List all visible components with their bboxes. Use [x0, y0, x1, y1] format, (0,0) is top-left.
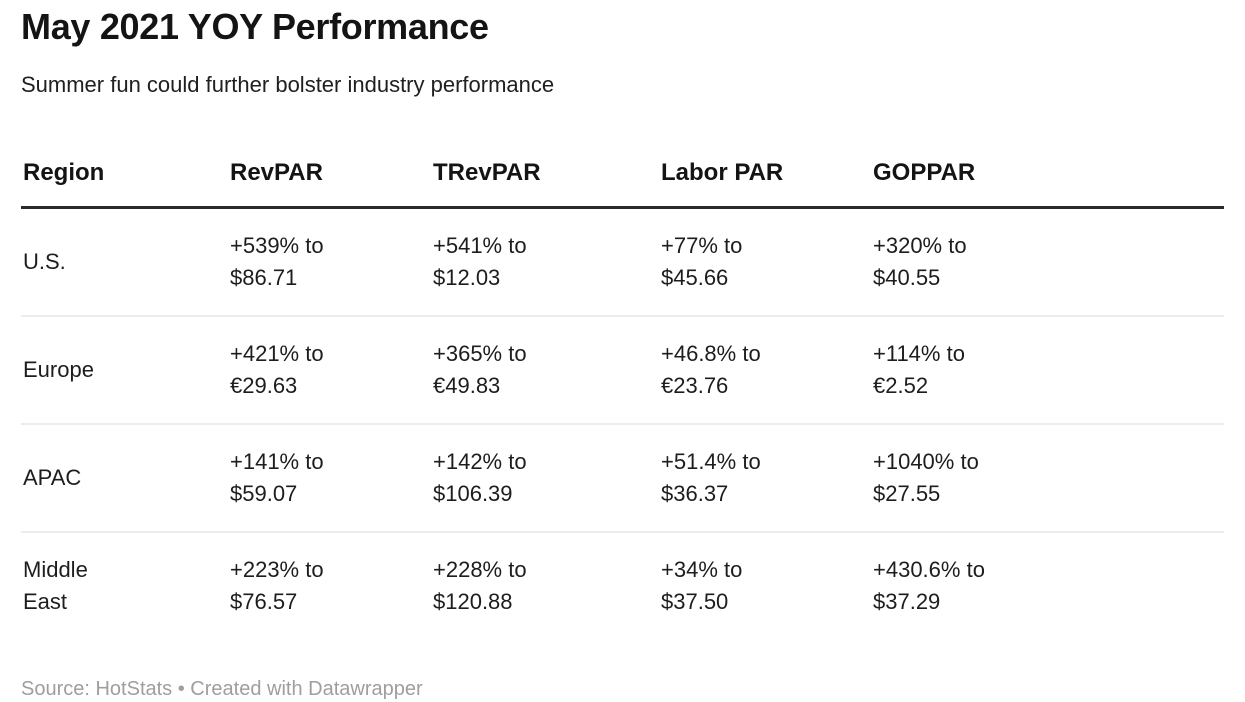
metric-value: $40.55	[873, 265, 941, 290]
region-label: U.S.	[23, 249, 66, 274]
metric-cell-goppar: +114% to €2.52	[871, 338, 1224, 402]
column-header-labor-par: Labor PAR	[661, 159, 784, 186]
table-row-europe: Europe +421% to €29.63 +365% to €49.83 +…	[21, 315, 1224, 423]
region-label: Europe	[23, 357, 94, 382]
metric-change: +320% to	[873, 233, 967, 258]
column-header-trevpar: TRevPAR	[433, 159, 541, 186]
metric-value: $86.71	[230, 265, 298, 290]
source-attribution: Source: HotStats • Created with Datawrap…	[21, 678, 423, 700]
metric-value: €23.76	[661, 373, 729, 398]
metric-cell-revpar: +539% to $86.71	[228, 230, 431, 294]
metric-value: €29.63	[230, 373, 298, 398]
metric-cell-goppar: +1040% to $27.55	[871, 446, 1224, 510]
metric-change: +365% to	[433, 341, 527, 366]
metric-change: +77% to	[661, 233, 743, 258]
metric-value: $36.37	[661, 481, 729, 506]
metric-cell-trevpar: +228% to $120.88	[431, 554, 659, 618]
metric-value: $27.55	[873, 481, 941, 506]
table-row-middle-east: Middle East +223% to $76.57 +228% to $12…	[21, 531, 1224, 639]
column-header-goppar: GOPPAR	[873, 159, 976, 186]
metric-change: +223% to	[230, 557, 324, 582]
metric-cell-labor-par: +77% to $45.66	[659, 230, 871, 294]
region-label-line2: East	[23, 589, 68, 614]
metric-change: +142% to	[433, 449, 527, 474]
metric-value: $106.39	[433, 481, 513, 506]
metric-value: $45.66	[661, 265, 729, 290]
region-label: Middle	[23, 557, 88, 582]
metric-value: $120.88	[433, 589, 513, 614]
region-cell: Europe	[21, 354, 228, 386]
metric-change: +539% to	[230, 233, 324, 258]
metric-value: $76.57	[230, 589, 298, 614]
column-header-region: Region	[23, 159, 105, 186]
metric-value: $37.50	[661, 589, 729, 614]
metric-value: $12.03	[433, 265, 501, 290]
metric-cell-labor-par: +46.8% to €23.76	[659, 338, 871, 402]
metric-cell-revpar: +223% to $76.57	[228, 554, 431, 618]
metric-cell-labor-par: +34% to $37.50	[659, 554, 871, 618]
metric-value: $59.07	[230, 481, 298, 506]
table-row-apac: APAC +141% to $59.07 +142% to $106.39 +5…	[21, 423, 1224, 531]
metric-value: $37.29	[873, 589, 941, 614]
region-cell: U.S.	[21, 246, 228, 278]
column-header-revpar: RevPAR	[230, 159, 323, 186]
page-subtitle: Summer fun could further bolster industr…	[21, 72, 555, 97]
region-cell: APAC	[21, 462, 228, 494]
metric-change: +51.4% to	[661, 449, 761, 474]
metric-cell-revpar: +421% to €29.63	[228, 338, 431, 402]
metric-cell-trevpar: +142% to $106.39	[431, 446, 659, 510]
page-title: May 2021 YOY Performance	[21, 6, 489, 47]
metric-cell-revpar: +141% to $59.07	[228, 446, 431, 510]
metric-cell-trevpar: +365% to €49.83	[431, 338, 659, 402]
metric-change: +1040% to	[873, 449, 979, 474]
metric-change: +46.8% to	[661, 341, 761, 366]
metric-value: €49.83	[433, 373, 501, 398]
performance-table: Region RevPAR TRevPAR Labor PAR GOPPAR U…	[21, 157, 1224, 639]
metric-cell-labor-par: +51.4% to $36.37	[659, 446, 871, 510]
table-row-us: U.S. +539% to $86.71 +541% to $12.03 +77…	[21, 209, 1224, 315]
metric-change: +541% to	[433, 233, 527, 258]
metric-change: +141% to	[230, 449, 324, 474]
region-cell: Middle East	[21, 554, 228, 618]
metric-change: +430.6% to	[873, 557, 985, 582]
metric-change: +421% to	[230, 341, 324, 366]
region-label: APAC	[23, 465, 82, 490]
metric-change: +34% to	[661, 557, 743, 582]
table-header-row: Region RevPAR TRevPAR Labor PAR GOPPAR	[21, 157, 1224, 209]
metric-cell-goppar: +430.6% to $37.29	[871, 554, 1224, 618]
metric-change: +228% to	[433, 557, 527, 582]
metric-cell-trevpar: +541% to $12.03	[431, 230, 659, 294]
metric-value: €2.52	[873, 373, 929, 398]
metric-cell-goppar: +320% to $40.55	[871, 230, 1224, 294]
metric-change: +114% to	[873, 341, 965, 366]
